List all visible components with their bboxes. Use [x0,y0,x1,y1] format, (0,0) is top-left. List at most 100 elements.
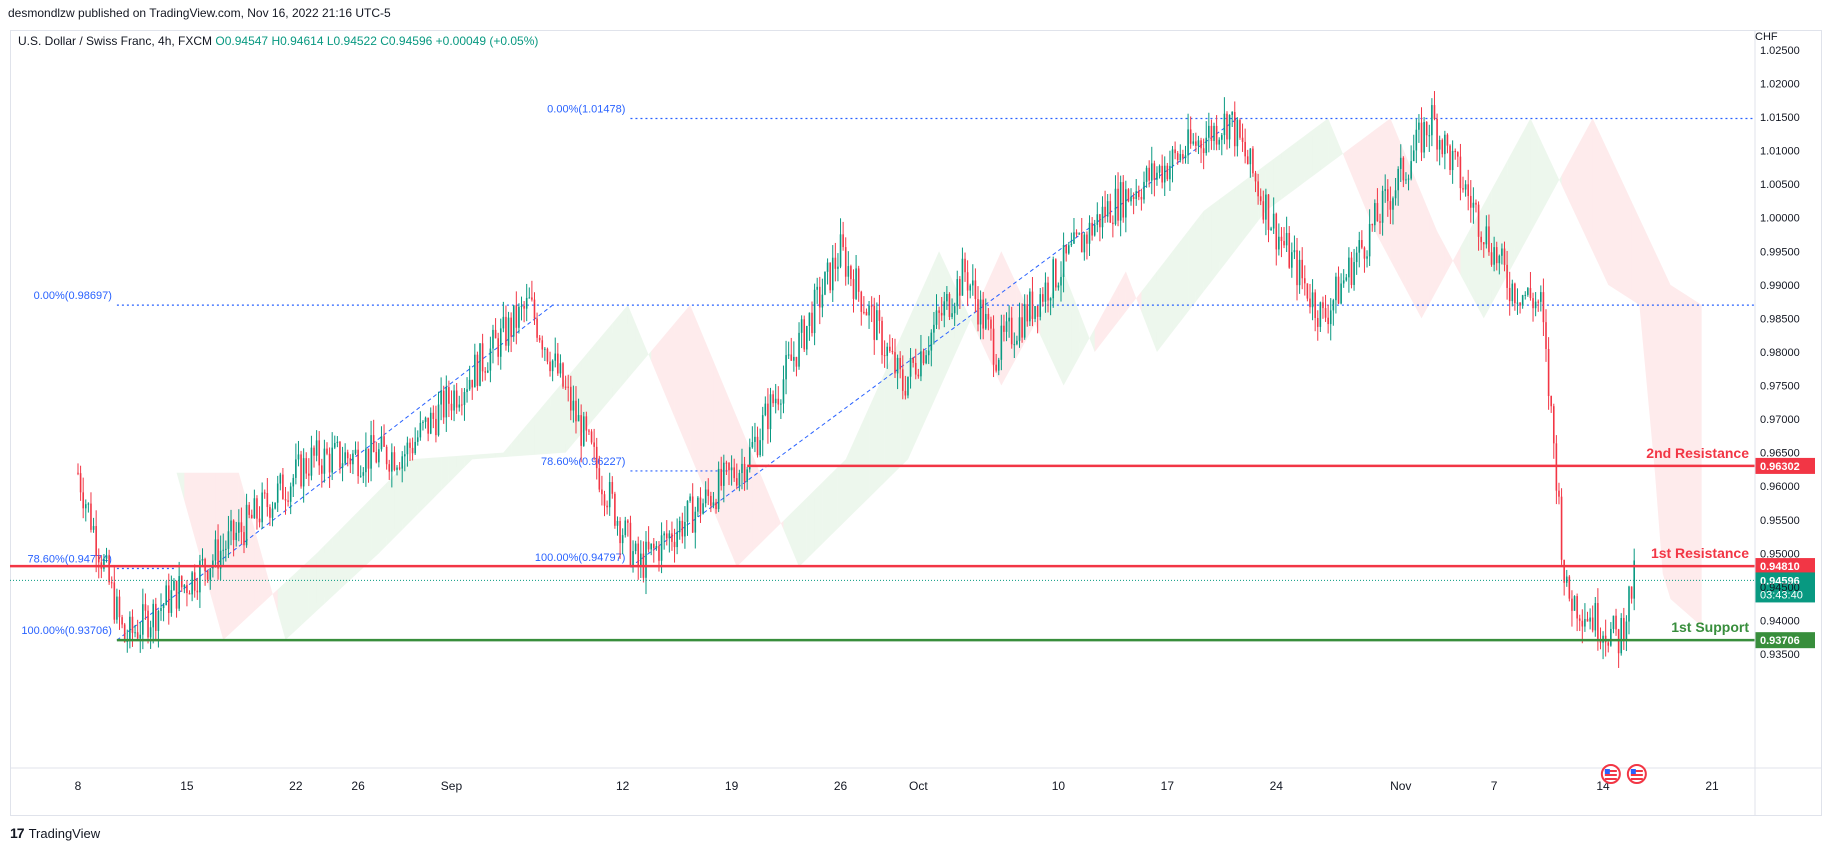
candle-body [227,531,230,549]
candle-body [883,355,886,357]
candle-body [1399,157,1402,169]
cloud-segment [339,521,348,590]
cloud-segment [1234,182,1243,252]
candle-body [826,262,829,272]
symbol-name[interactable]: U.S. Dollar / Swiss Franc, 4h, FXCM [18,34,213,48]
candle-body [1332,300,1335,311]
cloud-segment [1530,118,1539,233]
cloud-segment [721,379,730,549]
candle-body [217,539,219,569]
x-tick-label: 12 [616,779,630,793]
candle-body [212,560,214,569]
candle-body [463,392,466,405]
cloud-segment [861,407,870,506]
flag-stripe [1604,770,1617,772]
x-tick-label: 10 [1052,779,1066,793]
us-flag-icon[interactable] [1626,764,1647,784]
cloud-segment [1390,118,1399,275]
candle-body [442,390,445,418]
cloud-segment [775,510,784,530]
candle-body [321,465,323,474]
candle-body [1451,150,1454,171]
candle-body [876,310,878,340]
candle-body [1161,165,1163,183]
candle-body [761,415,764,441]
cloud-segment [1351,141,1360,194]
cloud-segment [223,472,232,640]
candle-body [582,416,585,446]
candle-body [901,369,904,391]
y-tick-label: 0.98000 [1760,347,1800,359]
y-tick-label: 0.95500 [1760,515,1800,527]
tradingview-brand[interactable]: 17 TradingView [10,825,100,841]
candle-body [1138,191,1140,197]
candle-body [1080,233,1083,253]
cloud-segment [1133,291,1142,312]
y-tick-label: 0.96500 [1760,448,1800,460]
us-flag-icon[interactable] [1600,764,1621,784]
candle-body [580,415,582,446]
candle-body [1340,283,1342,304]
candle-body [422,421,424,423]
candle-body [650,543,652,550]
candle-body [1130,196,1132,202]
candle-body [1597,603,1599,640]
candle-body [1104,206,1106,217]
candle-body [844,247,847,277]
candle-body [1324,308,1327,318]
cloud-segment [931,251,940,408]
candle-body [1350,257,1353,285]
candle-body [1003,325,1005,332]
cloud-segment [869,389,877,498]
candle-body [175,580,178,609]
cloud-segment [884,355,893,483]
candle-body [549,361,551,372]
fib-level-label: 78.60%(0.96227) [541,456,625,468]
candle-body [1563,559,1565,583]
candle-body [341,463,344,468]
candle-body [276,483,279,503]
cloud-segment [324,537,333,604]
candle-body [1187,129,1189,156]
candle-body [1221,135,1223,140]
candle-body [1594,603,1597,631]
cloud-segment [1429,212,1438,305]
cloud-segment [1320,118,1329,171]
candle-body [243,532,245,546]
candle-body [865,311,868,316]
candle-body [1176,153,1179,161]
level-price-tag [1755,457,1815,474]
y-tick-label: 1.01500 [1760,112,1800,124]
cloud-segment [604,323,613,407]
candle-body [300,454,302,487]
candle-body [606,505,608,508]
candle-body [1122,182,1125,218]
x-tick-label: Oct [909,779,928,793]
candle-body [948,294,951,317]
cloud-segment [783,513,792,549]
candle-body [1472,202,1475,208]
candle-body [1630,586,1633,599]
candle-body [484,371,486,373]
candle-body [230,520,232,532]
candle-body [564,386,567,388]
cloud-segment [1016,284,1025,357]
cloud-segment [736,417,745,567]
cloud-segment [386,475,395,546]
cloud-segment [643,342,652,362]
candle-body [1195,141,1197,146]
candle-body [1291,252,1293,268]
candle-body [1457,152,1459,157]
candle-body [756,436,759,456]
candle-body [614,493,616,526]
candle-body [748,447,751,470]
candle-body [183,585,186,588]
candle-body [1156,172,1158,180]
candle-body [585,416,588,431]
cloud-segment [1281,147,1290,200]
candle-body [502,316,505,329]
candle-body [1415,129,1418,151]
cloud-segment [394,467,403,538]
cloud-segment [830,467,838,537]
